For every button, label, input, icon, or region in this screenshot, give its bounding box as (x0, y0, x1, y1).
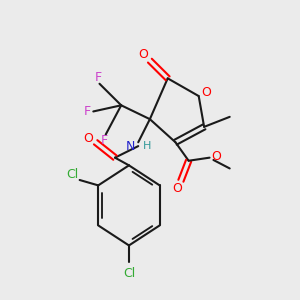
Text: F: F (83, 105, 91, 118)
Text: Cl: Cl (66, 168, 78, 181)
Text: F: F (100, 134, 108, 147)
Text: O: O (212, 150, 221, 163)
Text: O: O (83, 132, 93, 145)
Text: N: N (126, 140, 135, 153)
Text: O: O (172, 182, 182, 195)
Text: H: H (143, 141, 151, 151)
Text: Cl: Cl (123, 267, 135, 280)
Text: O: O (139, 48, 148, 61)
Text: O: O (202, 86, 212, 99)
Text: F: F (94, 71, 101, 84)
